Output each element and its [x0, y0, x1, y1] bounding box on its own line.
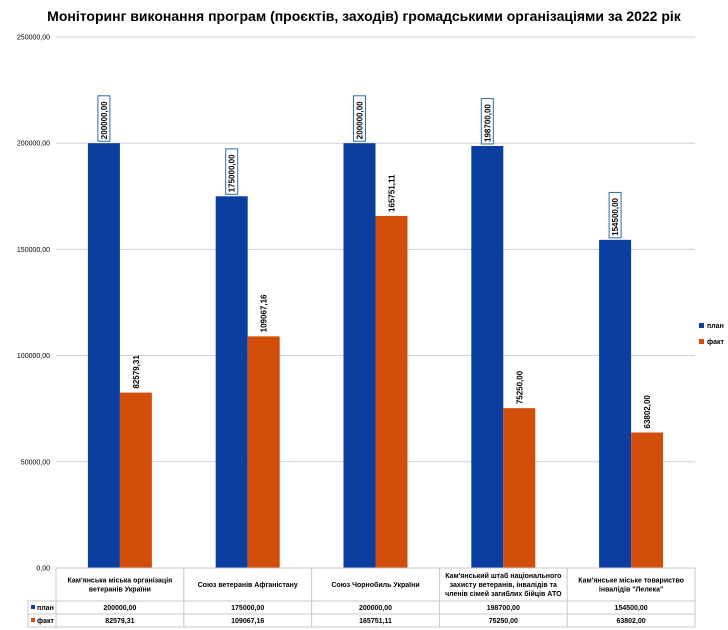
legend-swatch-факт	[699, 339, 704, 344]
data-label-box	[480, 98, 494, 145]
data-label-box	[97, 95, 111, 142]
data-label: 75250,00	[515, 370, 524, 404]
table-cell: 63802,00	[616, 618, 645, 625]
legend: план факт	[699, 323, 725, 346]
legend-label: план	[707, 323, 724, 330]
category-label: Кам'янське міське товариство	[578, 577, 684, 585]
bar-план	[343, 143, 376, 568]
table-cell: 200000,00	[103, 605, 136, 612]
data-label: 198700,00	[483, 104, 492, 142]
data-label: 165751,11	[388, 174, 397, 212]
legend-swatch-план	[699, 323, 704, 328]
legend-label: факт	[707, 339, 725, 346]
y-tick-label: 150000,00	[17, 247, 50, 254]
table-cell: 198700,00	[487, 605, 520, 612]
data-label: 82579,31	[132, 355, 141, 389]
chart-title: Моніторинг виконання програм (проєктів, …	[47, 8, 682, 24]
bar-факт	[503, 408, 536, 568]
data-label-box	[608, 191, 622, 239]
bars	[87, 143, 664, 569]
data-label-box	[225, 148, 239, 195]
data-label-group: 200000,00	[353, 95, 366, 142]
data-label-group: 154500,00	[608, 191, 622, 239]
category-label: Союз ветеранів Афганістану	[198, 581, 298, 589]
table-cell: 165751,11	[359, 618, 392, 625]
category-label: інвалідів "Лелека"	[599, 586, 663, 594]
data-labels: 200000,00 175000,00 200000,00 198700,00 1545…	[97, 95, 652, 429]
category-label: Союз Чорнобиль України	[331, 581, 419, 589]
table-legend-swatch-факт	[31, 618, 35, 622]
data-label: 200000,00	[356, 101, 365, 139]
data-label-group: 198700,00	[480, 98, 494, 145]
y-tick-label: 250000,00	[17, 35, 50, 42]
bar-план	[599, 239, 632, 569]
data-label-group: 75250,00	[515, 370, 524, 404]
data-label-group: 109067,16	[260, 294, 269, 332]
data-label-group: 82579,31	[132, 355, 141, 389]
bar-факт	[375, 215, 408, 568]
data-label-group: 63802,00	[643, 395, 652, 429]
y-tick-label: 50000,00	[21, 459, 50, 466]
category-label: Кам'янський штаб національного	[445, 572, 561, 580]
data-label: 109067,16	[260, 294, 269, 332]
table-series-name: факт	[37, 618, 55, 625]
bar-план	[215, 196, 248, 569]
data-label: 175000,00	[228, 154, 237, 192]
table-cell: 175000,00	[231, 605, 264, 612]
y-axis-ticks: 0,00 50000,00 100000,00 150000,00 200000,00 2…	[17, 35, 50, 573]
table-cell: 200000,00	[359, 605, 392, 612]
data-label: 63802,00	[643, 395, 652, 429]
bar-факт	[247, 336, 280, 568]
data-label: 154500,00	[611, 197, 620, 235]
category-label: членів сімей загиблих бійців АТО	[445, 590, 562, 598]
table-series-name: план	[37, 605, 54, 612]
bar-факт	[631, 432, 664, 568]
data-label: 200000,00	[100, 101, 109, 139]
table-cell: 109067,16	[231, 618, 264, 625]
bar-план	[87, 143, 120, 568]
category-label: ветеранів України	[89, 586, 151, 594]
table-cell: 82579,31	[105, 618, 134, 625]
bar-план	[471, 145, 504, 569]
category-label: Кам'янська міська організація	[68, 577, 173, 585]
data-label-box	[353, 95, 366, 142]
table-legend-swatch-план	[31, 605, 35, 609]
y-tick-label: 200000,00	[17, 141, 50, 148]
data-label-group: 175000,00	[225, 148, 239, 195]
table-cell: 154500,00	[615, 605, 648, 612]
data-label-group: 165751,11	[388, 174, 397, 212]
category-label: захисту ветеранів, інвалідів та	[450, 581, 557, 589]
y-tick-label: 100000,00	[17, 353, 50, 360]
bar-факт	[119, 392, 152, 568]
data-label-group: 200000,00	[97, 95, 111, 142]
table-cell: 75250,00	[489, 618, 518, 625]
y-tick-label: 0,00	[36, 566, 50, 573]
